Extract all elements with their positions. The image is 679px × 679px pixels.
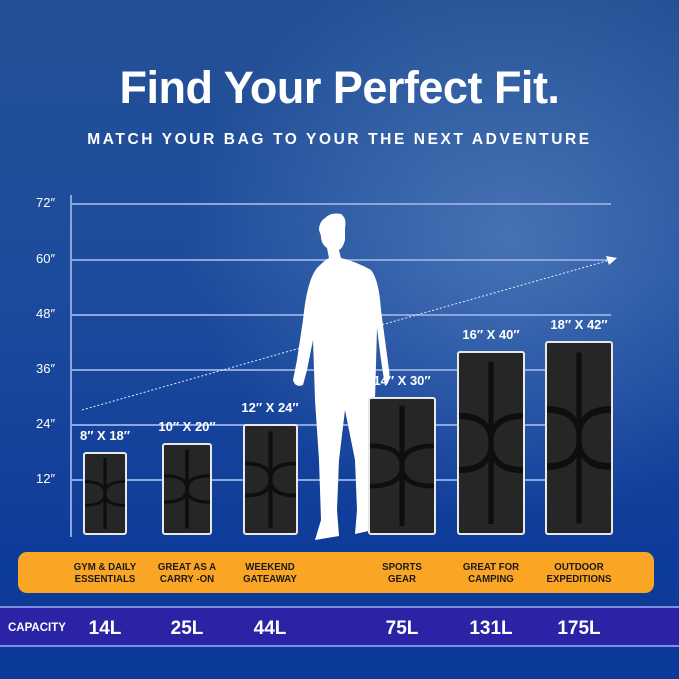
use-line: GATEAWAY [243,572,297,585]
use-line: ESSENTIALS [74,572,136,585]
use-line: CAMPING [468,572,514,585]
use-line: SPORTS [382,561,422,573]
bag-capacity: 44L [253,618,287,639]
use-case-band [18,552,654,593]
bag-capacity: 14L [88,618,122,639]
bag-capacity: 175L [557,618,601,639]
bag-dimensions: 16″ X 40″ [462,327,520,342]
bag-use-case: GYM & DAILY ESSENTIALS [59,561,151,585]
use-line: GREAT AS A [157,561,217,573]
duffel-bag [545,341,613,535]
duffel-bag [242,424,298,535]
bag-use-case: GREAT AS A CARRY -ON [141,561,233,585]
axis-tick-label: 24″ [36,416,56,431]
duffel-bag [368,397,436,535]
bag-dimensions: 18″ X 42″ [550,317,608,332]
bag-use-case: SPORTS GEAR [356,561,448,585]
capacity-band [0,606,679,647]
use-line: WEEKEND [245,561,295,573]
person-silhouette [293,213,390,540]
bag-strap-icon [164,449,210,529]
use-line: GYM & DAILY [73,561,137,573]
page-title: Find Your Perfect Fit. [119,62,560,113]
bag-use-case: GREAT FOR CAMPING [445,561,537,585]
duffel-bag [457,351,525,535]
bag-use-case: WEEKEND GATEAWAY [224,561,316,585]
bag-strap-icon [370,405,434,527]
subtitle: MATCH YOUR BAG TO YOUR THE NEXT ADVENTUR… [87,131,592,148]
axis-tick-label: 36″ [36,361,56,376]
bag-dimensions: 8″ X 18″ [79,428,131,443]
bag-capacity: 25L [170,618,204,639]
axis-tick-label: 12″ [36,471,56,486]
axis-tick-label: 72″ [36,195,56,210]
duffel-bag [162,443,212,535]
bag-dimensions: 14″ X 30″ [373,373,431,388]
use-line: GEAR [388,572,416,585]
use-line: EXPEDITIONS [546,572,612,585]
gridline [71,479,611,481]
use-line: OUTDOOR [554,561,604,573]
axis-tick-label: 60″ [36,251,56,266]
height-axis [70,195,72,537]
use-line: CARRY -ON [159,572,215,585]
bag-strap-icon [547,352,611,524]
capacity-label: CAPACITY [8,622,66,634]
bag-strap-icon [85,457,125,530]
axis-tick-label: 48″ [36,306,56,321]
bag-use-case: OUTDOOR EXPEDITIONS [533,561,625,585]
duffel-bag [83,452,127,535]
gridline [71,203,611,205]
bag-dimensions: 12″ X 24″ [241,400,299,415]
bag-dimensions: 10″ X 20″ [158,419,216,434]
bag-strap-icon [244,431,296,528]
bag-capacity: 131L [469,618,513,639]
bag-capacity: 75L [385,618,419,639]
use-line: GREAT FOR [462,561,520,573]
bag-strap-icon [459,362,523,524]
